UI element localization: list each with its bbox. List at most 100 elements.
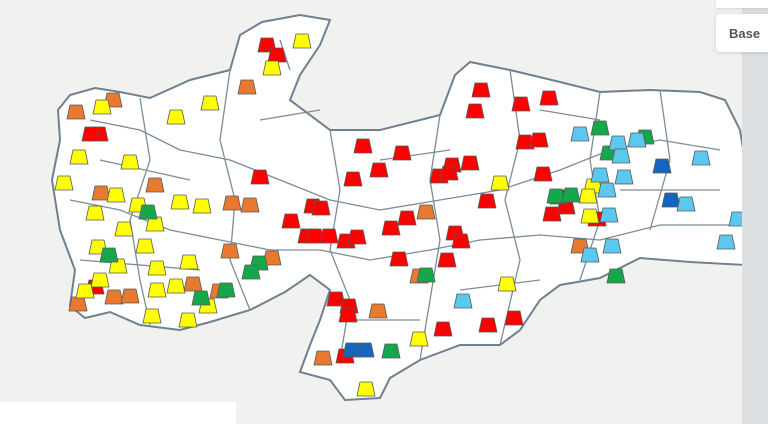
map-marker-yellow[interactable]: [179, 254, 199, 270]
map-marker-yellow[interactable]: [192, 198, 212, 214]
map-marker-lightblue[interactable]: [599, 207, 619, 223]
map-marker-red[interactable]: [389, 251, 409, 267]
map-marker-green[interactable]: [416, 267, 436, 283]
map-marker-lightblue[interactable]: [611, 148, 631, 164]
map-marker-green[interactable]: [99, 247, 119, 263]
map-marker-yellow[interactable]: [135, 238, 155, 254]
map-marker-green[interactable]: [561, 187, 581, 203]
map-marker-red[interactable]: [338, 307, 358, 323]
map-marker-yellow[interactable]: [92, 99, 112, 115]
map-marker-yellow[interactable]: [142, 308, 162, 324]
map-marker-lightblue[interactable]: [716, 234, 736, 250]
map-marker-yellow[interactable]: [145, 216, 165, 232]
map-marker-yellow[interactable]: [166, 278, 186, 294]
map-marker-yellow[interactable]: [170, 194, 190, 210]
map-marker-lightblue[interactable]: [580, 247, 600, 263]
map-marker-yellow[interactable]: [166, 109, 186, 125]
map-marker-yellow[interactable]: [120, 154, 140, 170]
map-marker-lightblue[interactable]: [590, 167, 610, 183]
map-marker-red[interactable]: [353, 138, 373, 154]
map-marker-lightblue[interactable]: [608, 135, 628, 151]
map-marker-orange[interactable]: [183, 276, 203, 292]
map-marker-orange[interactable]: [368, 303, 388, 319]
map-marker-yellow[interactable]: [580, 208, 600, 224]
map-marker-lightblue[interactable]: [691, 150, 711, 166]
map-marker-lightblue[interactable]: [453, 293, 473, 309]
map-marker-red[interactable]: [437, 252, 457, 268]
map-marker-red[interactable]: [250, 169, 270, 185]
map-marker-red[interactable]: [397, 210, 417, 226]
map-marker-lightblue[interactable]: [614, 169, 634, 185]
map-marker-red[interactable]: [477, 193, 497, 209]
map-marker-red[interactable]: [542, 206, 562, 222]
map-marker-yellow[interactable]: [75, 283, 95, 299]
map-marker-yellow[interactable]: [178, 312, 198, 328]
map-marker-red[interactable]: [465, 103, 485, 119]
map-marker-red[interactable]: [471, 82, 491, 98]
map-marker-lightblue[interactable]: [602, 238, 622, 254]
map-marker-red[interactable]: [511, 96, 531, 112]
map-marker-red[interactable]: [529, 132, 549, 148]
map-marker-yellow[interactable]: [90, 272, 110, 288]
map-marker-yellow[interactable]: [409, 331, 429, 347]
map-marker-green[interactable]: [606, 268, 626, 284]
map-marker-orange[interactable]: [91, 185, 111, 201]
map-marker-red[interactable]: [319, 228, 339, 244]
map-marker-red[interactable]: [451, 233, 471, 249]
map-marker-yellow[interactable]: [147, 260, 167, 276]
map-marker-green[interactable]: [138, 204, 158, 220]
map-marker-red[interactable]: [311, 200, 331, 216]
map-marker-yellow[interactable]: [200, 95, 220, 111]
map-marker-orange[interactable]: [120, 288, 140, 304]
map-marker-yellow[interactable]: [114, 221, 134, 237]
map-marker-orange[interactable]: [237, 79, 257, 95]
map-marker-red[interactable]: [504, 310, 524, 326]
map-marker-orange[interactable]: [416, 204, 436, 220]
map-marker-red[interactable]: [81, 126, 101, 142]
map-marker-lightblue[interactable]: [570, 126, 590, 142]
map-marker-red[interactable]: [381, 220, 401, 236]
map-marker-yellow[interactable]: [262, 60, 282, 76]
map-marker-yellow[interactable]: [85, 205, 105, 221]
map-marker-red[interactable]: [433, 321, 453, 337]
map-marker-lightblue[interactable]: [597, 182, 617, 198]
map-marker-orange[interactable]: [220, 243, 240, 259]
map-marker-lightblue[interactable]: [676, 196, 696, 212]
map-marker-yellow[interactable]: [69, 149, 89, 165]
map-marker-red[interactable]: [281, 213, 301, 229]
map-marker-yellow[interactable]: [356, 381, 376, 397]
map-marker-blue[interactable]: [355, 342, 375, 358]
map-marker-blue[interactable]: [661, 192, 681, 208]
map-marker-orange[interactable]: [66, 104, 86, 120]
map-marker-yellow[interactable]: [106, 187, 126, 203]
map-marker-green[interactable]: [216, 282, 236, 298]
map-marker-blue[interactable]: [652, 158, 672, 174]
map-marker-orange[interactable]: [313, 350, 333, 366]
map-marker-green[interactable]: [241, 264, 261, 280]
map-marker-lightblue[interactable]: [627, 132, 647, 148]
map-marker-yellow[interactable]: [54, 175, 74, 191]
map-marker-yellow[interactable]: [497, 276, 517, 292]
map-marker-yellow[interactable]: [147, 282, 167, 298]
map-marker-red[interactable]: [478, 317, 498, 333]
base-layer-button[interactable]: Base: [716, 14, 768, 52]
map-marker-red[interactable]: [343, 171, 363, 187]
map-marker-red[interactable]: [539, 90, 559, 106]
map-marker-orange[interactable]: [240, 197, 260, 213]
map-marker-orange[interactable]: [104, 289, 124, 305]
map-marker-yellow[interactable]: [490, 175, 510, 191]
map-marker-red[interactable]: [515, 134, 535, 150]
map-marker-green[interactable]: [590, 120, 610, 136]
map-marker-red[interactable]: [533, 166, 553, 182]
map-marker-red[interactable]: [267, 47, 287, 63]
map-marker-green[interactable]: [546, 188, 566, 204]
map-marker-orange[interactable]: [145, 177, 165, 193]
map-marker-green[interactable]: [381, 343, 401, 359]
map-marker-red[interactable]: [347, 229, 367, 245]
map-marker-red[interactable]: [439, 165, 459, 181]
map-marker-red[interactable]: [392, 145, 412, 161]
map-marker-yellow[interactable]: [108, 258, 128, 274]
map-marker-yellow[interactable]: [578, 188, 598, 204]
map-marker-orange[interactable]: [222, 195, 242, 211]
